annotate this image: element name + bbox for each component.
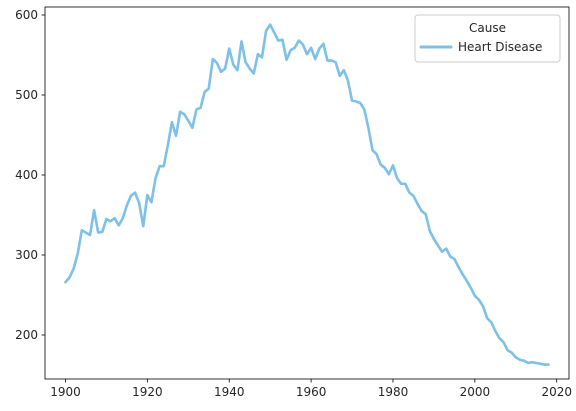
y-tick-label: 600 [15, 8, 38, 22]
y-tick-label: 300 [15, 248, 38, 262]
x-tick-label: 2000 [460, 385, 491, 399]
axes-frame [44, 6, 570, 380]
x-tick-label: 1980 [378, 385, 409, 399]
x-tick-label: 1920 [132, 385, 163, 399]
y-tick-label: 200 [15, 328, 38, 342]
y-tick-label: 400 [15, 168, 38, 182]
legend: Cause Heart Disease [414, 14, 561, 63]
x-tick-label: 1960 [296, 385, 327, 399]
legend-title: Cause [469, 21, 506, 35]
x-tick-label: 1940 [214, 385, 245, 399]
series-line-heart-disease [64, 23, 550, 366]
legend-box [414, 14, 561, 63]
x-tick-label: 1900 [50, 385, 81, 399]
x-tick-label: 2020 [541, 385, 572, 399]
legend-label-heart-disease: Heart Disease [458, 40, 542, 54]
y-tick-label: 500 [15, 88, 38, 102]
